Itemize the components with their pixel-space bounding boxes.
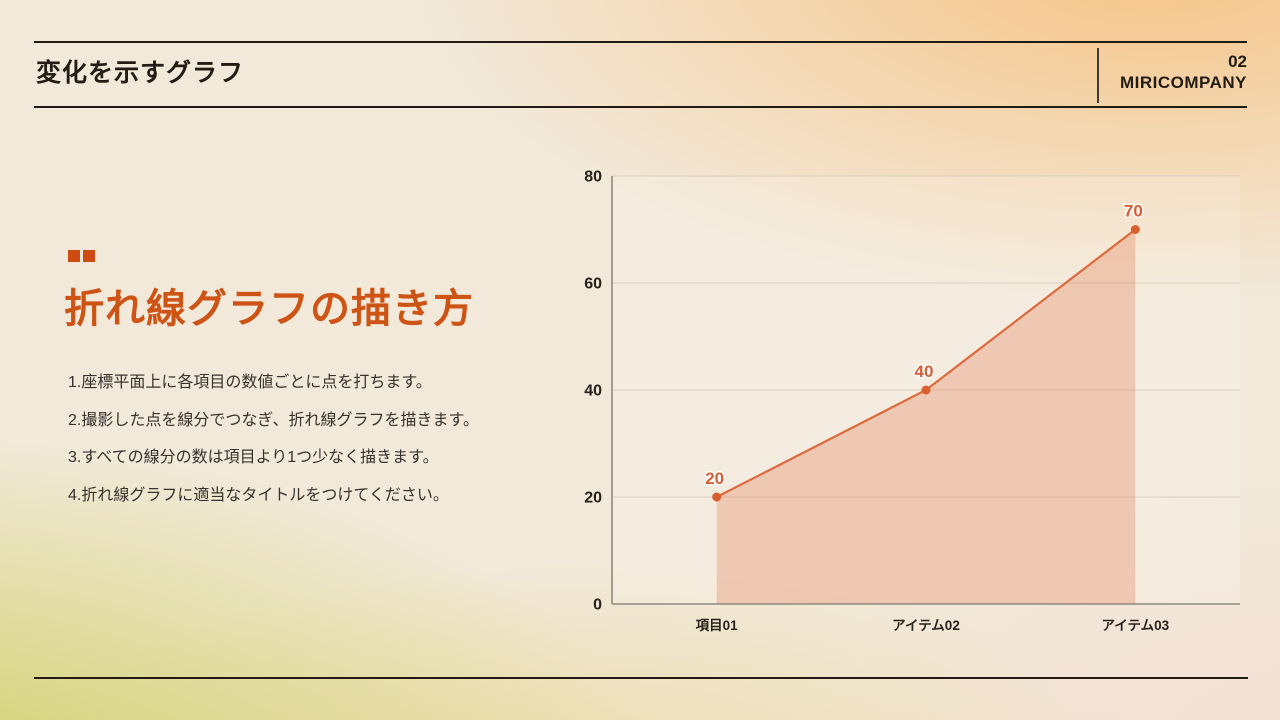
y-tick-label: 40 <box>584 383 602 400</box>
data-point-marker <box>712 492 722 502</box>
heading-bullet-icons <box>68 250 95 262</box>
y-tick-label: 20 <box>584 490 602 507</box>
line-chart: 0 20 40 60 80 20 40 70 項目01 アイテム02 アイテム03 <box>564 160 1256 640</box>
data-point-marker <box>921 385 931 395</box>
page-number: 02 <box>1228 52 1247 71</box>
x-tick-label: アイテム03 <box>1101 618 1169 633</box>
y-tick-label: 60 <box>584 276 602 293</box>
data-point-marker <box>1130 225 1140 234</box>
header-divider <box>1097 48 1099 103</box>
company-name: MIRICOMPANY <box>1119 73 1247 92</box>
header-rule-bottom <box>34 106 1247 108</box>
y-tick-label: 0 <box>593 597 602 614</box>
x-tick-label: 項目01 <box>696 618 739 633</box>
square-bullet-icon <box>83 250 95 262</box>
section-heading: 折れ線グラフの描き方 <box>64 287 474 331</box>
step-item: 1.座標平面上に各項目の数値ごとに点を打ちます。 <box>68 374 432 391</box>
header-right-block: 02 MIRICOMPANY <box>1120 51 1247 93</box>
line-chart-svg: 0 20 40 60 80 20 40 70 項目01 アイテム02 アイテム03 <box>584 169 1240 633</box>
footer-rule <box>34 677 1248 679</box>
step-item: 3.すべての線分の数は項目より1つ少なく描きます。 <box>68 449 439 466</box>
data-label: 70 <box>1124 202 1143 221</box>
header-title: 変化を示すグラフ <box>36 59 245 87</box>
x-tick-label: アイテム02 <box>892 618 960 633</box>
step-item: 2.撮影した点を線分でつなぎ、折れ線グラフを描きます。 <box>68 411 479 429</box>
area-fill <box>716 229 1136 604</box>
y-tick-label: 80 <box>584 169 602 186</box>
square-bullet-icon <box>68 250 80 262</box>
step-item: 4.折れ線グラフに適当なタイトルをつけてください。 <box>68 486 449 504</box>
header-rule-top <box>34 41 1247 43</box>
steps-list: 1.座標平面上に各項目の数値ごとに点を打ちます。 2.撮影した点を線分でつなぎ、… <box>68 364 479 514</box>
data-label: 20 <box>705 469 724 488</box>
data-label: 40 <box>915 362 934 381</box>
